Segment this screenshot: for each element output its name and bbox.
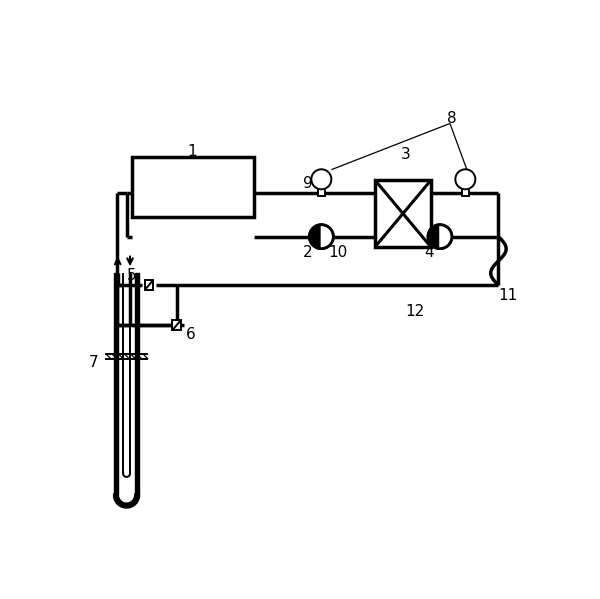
Bar — [172, 320, 181, 330]
Circle shape — [311, 170, 331, 189]
Bar — [145, 280, 153, 290]
Text: 5: 5 — [127, 268, 137, 283]
Text: 2: 2 — [302, 244, 313, 259]
Text: 9: 9 — [302, 176, 313, 191]
Text: 3: 3 — [401, 147, 411, 162]
Text: 7: 7 — [89, 355, 98, 370]
Text: 6: 6 — [185, 327, 196, 342]
Bar — [132, 158, 254, 217]
Circle shape — [455, 170, 475, 189]
Circle shape — [428, 225, 452, 249]
Text: 1: 1 — [187, 144, 197, 159]
Text: 11: 11 — [498, 289, 517, 304]
Text: 8: 8 — [448, 111, 457, 126]
Text: 10: 10 — [329, 244, 348, 259]
Bar — [462, 189, 469, 196]
Polygon shape — [310, 225, 322, 249]
Polygon shape — [322, 225, 333, 249]
Text: 4: 4 — [424, 244, 434, 259]
Text: 12: 12 — [406, 304, 425, 319]
Bar — [318, 189, 325, 196]
Circle shape — [310, 225, 333, 249]
Polygon shape — [428, 225, 440, 249]
Polygon shape — [440, 225, 452, 249]
Bar — [375, 180, 431, 247]
